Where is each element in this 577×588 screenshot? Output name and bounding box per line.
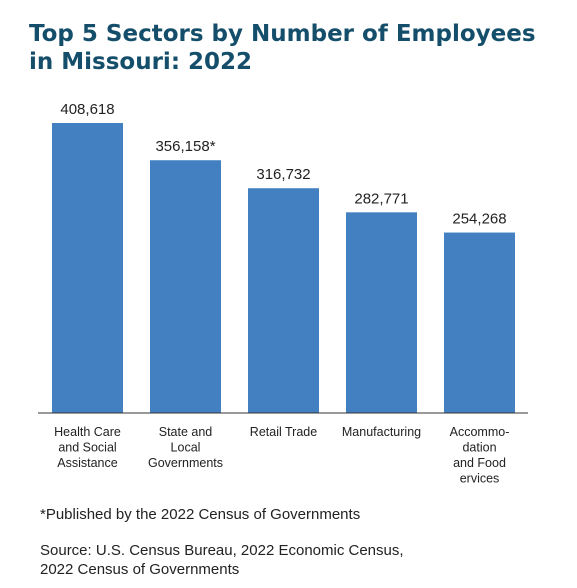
x-tick-retail-trade: Retail Trade (250, 425, 317, 439)
bar-chart: 408,618 356,158* 316,732 282,771 254,268 Hea… (38, 101, 528, 486)
x-tick-state-and-local-governments: State and Local Governments (148, 425, 223, 470)
source-line-1: Source: U.S. Census Bureau, 2022 Economi… (40, 542, 404, 559)
data-label-health-care-and-social-assistance: 408,618 (60, 101, 114, 118)
chart-title-line-2: in Missouri: 2022 (29, 49, 253, 75)
bars-group: 408,618 356,158* 316,732 282,771 254,268 (52, 101, 515, 413)
x-tick-manufacturing: Manufacturing (342, 425, 421, 439)
data-label-retail-trade: 316,732 (256, 166, 310, 183)
bar-accommo-dation-and-food-ervices (444, 232, 515, 413)
chart-title: Top 5 Sectors by Number of Employees in … (29, 20, 559, 76)
data-label-accommo-dation-and-food-ervices: 254,268 (452, 211, 506, 228)
x-tick-labels: Health Care and Social Assistance State and… (54, 425, 509, 486)
data-label-state-and-local-governments: 356,158* (155, 138, 215, 155)
bar-state-and-local-governments (150, 160, 221, 413)
bar-health-care-and-social-assistance (52, 123, 123, 413)
bar-manufacturing (346, 212, 417, 413)
footnote: *Published by the 2022 Census of Governm… (40, 506, 361, 523)
data-label-manufacturing: 282,771 (354, 190, 408, 207)
x-tick-health-care-and-social-assistance: Health Care and Social Assistance (54, 425, 121, 470)
bar-retail-trade (248, 188, 319, 413)
source-line-2: 2022 Census of Governments (40, 561, 240, 578)
x-tick-accommo-dation-and-food-ervices: Accommo-dation and Food ervices (450, 425, 510, 486)
chart-title-line-1: Top 5 Sectors by Number of Employees (29, 21, 536, 47)
source-note: Source: U.S. Census Bureau, 2022 Economi… (40, 541, 540, 579)
